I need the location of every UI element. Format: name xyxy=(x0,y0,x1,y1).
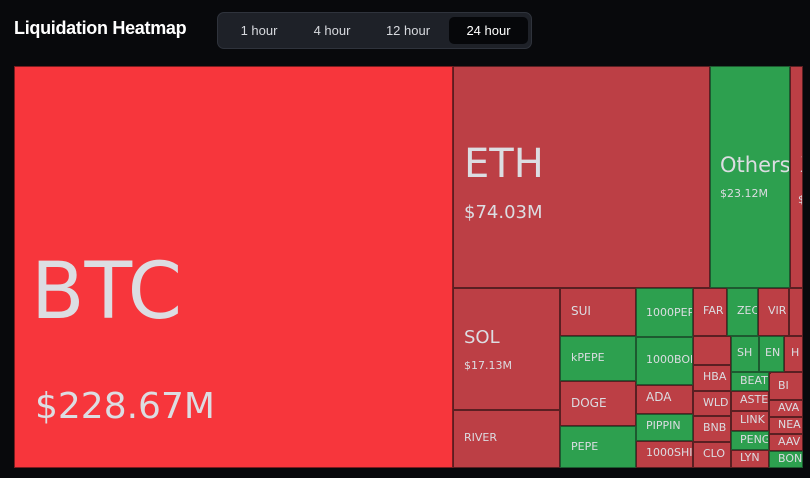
heatmap-cell-vir[interactable]: VIR xyxy=(758,288,789,336)
heatmap-cell-sh[interactable]: SH xyxy=(731,336,759,372)
cell-symbol: PEPE xyxy=(571,440,599,453)
heatmap-cell-aav[interactable]: AAV xyxy=(769,434,803,451)
cell-value: $228.67M xyxy=(35,386,215,427)
cell-symbol: ZEC xyxy=(737,304,758,317)
cell-symbol: ADA xyxy=(646,390,672,404)
heatmap-cell-peng[interactable]: PENG xyxy=(731,431,769,450)
heatmap-cell-clo[interactable]: CLO xyxy=(693,442,731,468)
heatmap-cell-sui[interactable]: SUI xyxy=(560,288,636,336)
heatmap-cell-doge[interactable]: DOGE xyxy=(560,381,636,426)
heatmap-cell-h[interactable]: H xyxy=(784,336,803,372)
cell-symbol: SUI xyxy=(571,304,591,318)
cell-symbol: 1000PEP xyxy=(646,306,693,319)
heatmap-cell-cell-18[interactable] xyxy=(789,288,803,336)
cell-symbol: LYN xyxy=(740,451,760,464)
cell-symbol: EN xyxy=(765,346,781,359)
heatmap-cell-eth[interactable]: ETH $74.03M xyxy=(453,66,710,288)
cell-symbol: BI xyxy=(778,379,789,392)
heatmap-cell-1000bon[interactable]: 1000BON xyxy=(636,337,693,385)
cell-symbol: DOGE xyxy=(571,396,607,410)
cell-symbol: ETH xyxy=(464,141,544,187)
cell-symbol: BEAT xyxy=(740,374,768,387)
cell-symbol: 1000SHI xyxy=(646,446,693,459)
cell-symbol: NEA xyxy=(778,418,801,431)
cell-symbol: AVA xyxy=(778,401,800,414)
cell-value: $ xyxy=(798,194,802,205)
heatmap-cell-lyn[interactable]: LYN xyxy=(731,450,769,468)
heatmap-cell-others[interactable]: Others $23.12M xyxy=(710,66,790,288)
heatmap-cell-pippin[interactable]: PIPPIN xyxy=(636,414,693,441)
heatmap-cell-cell-39[interactable] xyxy=(769,372,771,374)
heatmap-cell-sol[interactable]: SOL $17.13M xyxy=(453,288,560,410)
heatmap-cell-1000shi[interactable]: 1000SHI xyxy=(636,441,693,468)
cell-symbol: BNB xyxy=(703,421,727,434)
cell-symbol: AAV xyxy=(778,435,801,448)
page-title: Liquidation Heatmap xyxy=(14,18,187,38)
heatmap-cell-bnb[interactable]: BNB xyxy=(693,416,731,442)
cell-symbol: PENG xyxy=(740,433,769,446)
cell-symbol: H xyxy=(791,346,800,359)
heatmap-cell-ava[interactable]: AVA xyxy=(769,400,803,417)
heatmap-cell-x[interactable]: X$ xyxy=(790,66,803,288)
heatmap-cell-beat[interactable]: BEAT xyxy=(731,372,769,391)
cell-value: $74.03M xyxy=(464,202,543,223)
cell-symbol: X xyxy=(800,155,802,176)
heatmap-cell-zec[interactable]: ZEC xyxy=(727,288,758,336)
cell-symbol: CLO xyxy=(703,447,726,460)
cell-symbol: HBA xyxy=(703,370,727,383)
tab-4-hour[interactable]: 4 hour xyxy=(313,23,351,38)
heatmap-cell-link[interactable]: LINK xyxy=(731,411,769,431)
heatmap-cell-pepe[interactable]: PEPE xyxy=(560,426,636,468)
heatmap-cell-1000pep[interactable]: 1000PEP xyxy=(636,288,693,337)
cell-symbol: WLD xyxy=(703,396,729,409)
cell-symbol: kPEPE xyxy=(571,351,605,364)
cell-value: $17.13M xyxy=(464,359,512,372)
timeframe-tabs: 1 hour 4 hour 12 hour 24 hour xyxy=(217,12,532,49)
cell-symbol: SH xyxy=(737,346,753,359)
cell-symbol: BTC xyxy=(31,247,183,337)
tab-24-hour[interactable]: 24 hour xyxy=(449,17,528,44)
cell-symbol: Others xyxy=(720,153,790,177)
tab-1-hour[interactable]: 1 hour xyxy=(240,23,278,38)
heatmap-cell-nea[interactable]: NEA xyxy=(769,417,803,434)
cell-symbol: LINK xyxy=(740,413,765,426)
heatmap-cell-btc[interactable]: BTC $228.67M xyxy=(14,66,453,468)
heatmap-cell-cell-19[interactable] xyxy=(693,336,731,365)
cell-symbol: FAR xyxy=(703,304,724,317)
cell-symbol: VIR xyxy=(768,304,787,317)
heatmap-cell-far[interactable]: FAR xyxy=(693,288,727,336)
tab-12-hour[interactable]: 12 hour xyxy=(385,23,431,38)
heatmap-cell-en[interactable]: EN xyxy=(759,336,784,372)
cell-symbol: 1000BON xyxy=(646,353,692,366)
cell-value: $23.12M xyxy=(720,187,768,200)
cell-symbol: BON xyxy=(778,452,803,465)
heatmap-cell-kpepe[interactable]: kPEPE xyxy=(560,336,636,381)
cell-symbol: SOL xyxy=(464,327,500,348)
heatmap-cell-ada[interactable]: ADA xyxy=(636,385,693,414)
cell-symbol: ASTE xyxy=(740,393,769,406)
heatmap-cell-wld[interactable]: WLD xyxy=(693,391,731,416)
cell-symbol: PIPPIN xyxy=(646,419,681,432)
heatmap-cell-river[interactable]: RIVER xyxy=(453,410,560,468)
heatmap-cell-hba[interactable]: HBA xyxy=(693,365,731,391)
heatmap-cell-bon[interactable]: BON xyxy=(769,451,803,468)
heatmap-cell-aste[interactable]: ASTE xyxy=(731,391,769,411)
heatmap-cell-bi[interactable]: BI xyxy=(769,372,803,400)
cell-symbol: RIVER xyxy=(464,431,498,444)
